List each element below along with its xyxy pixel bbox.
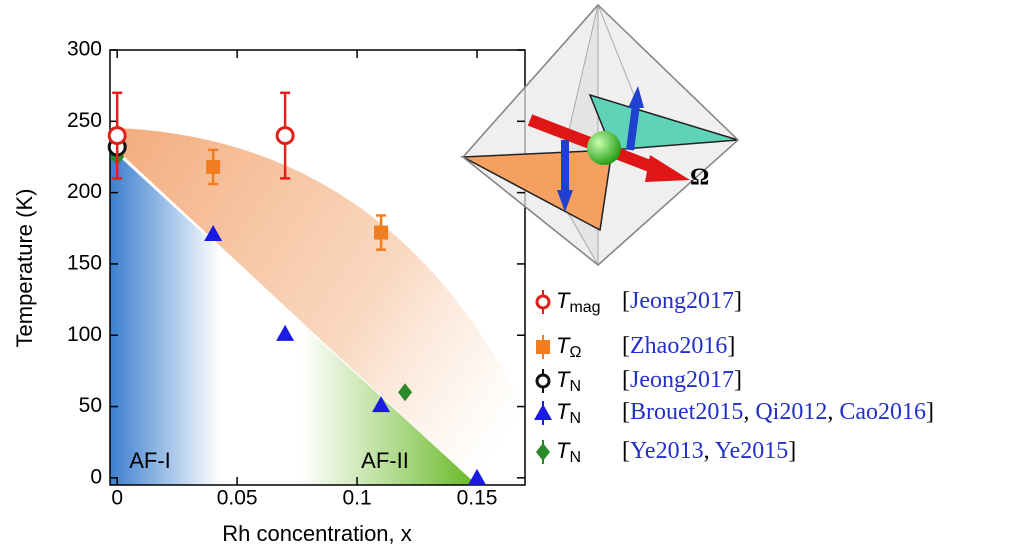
legend-label: TΩ	[556, 333, 581, 361]
legend-entry: TN [Ye2013, Ye2015]	[536, 438, 796, 466]
phase-shading	[110, 128, 525, 485]
legend-entry: TN [Brouet2015, Qi2012, Cao2016]	[534, 399, 934, 427]
legend-subscript: N	[569, 449, 581, 466]
legend-subscript: N	[569, 410, 581, 427]
y-tick-label: 0	[90, 465, 102, 488]
legend-reference: [Ye2013, Ye2015]	[622, 438, 796, 464]
y-axis-label: Temperature (K)	[12, 189, 37, 348]
octahedron-illustration	[460, 3, 740, 267]
legend-subscript: N	[569, 378, 581, 395]
legend-reference: [Zhao2016]	[622, 333, 735, 359]
point	[276, 324, 295, 341]
y-tick-label: 150	[67, 251, 102, 274]
legend-reference: [Jeong2017]	[622, 367, 742, 393]
point	[372, 396, 391, 413]
point	[275, 126, 295, 146]
point	[398, 383, 413, 402]
legend-symbol: T	[556, 399, 571, 424]
point	[204, 224, 223, 241]
point	[374, 225, 389, 240]
legend-marker	[535, 294, 551, 310]
x-tick-label: 0	[111, 487, 123, 510]
legend-symbol: T	[556, 333, 571, 358]
y-tick-label: 300	[67, 38, 102, 61]
legend-label: TN	[556, 438, 581, 466]
x-tick-label: 0.15	[457, 487, 498, 510]
x-tick-label: 0.05	[217, 487, 258, 510]
legend-label: Tmag	[556, 288, 601, 316]
legend-reference: [Jeong2017]	[622, 288, 742, 314]
y-tick-label: 200	[67, 180, 102, 203]
point	[206, 159, 221, 174]
y-tick-label: 50	[79, 394, 102, 417]
legend-reference: [Brouet2015, Qi2012, Cao2016]	[622, 399, 934, 425]
point	[468, 468, 487, 485]
legend-marker	[536, 340, 550, 354]
x-axis-label: Rh concentration, x	[222, 521, 412, 546]
region-label: AF-II	[361, 448, 409, 473]
legend-label: TN	[556, 367, 581, 395]
legend-marker	[534, 404, 552, 420]
legend-symbol: T	[556, 367, 571, 392]
legend-symbol: T	[556, 438, 571, 463]
legend-entry: Tmag [Jeong2017]	[535, 288, 742, 316]
point	[107, 126, 127, 146]
legend-label: TN	[556, 399, 581, 427]
legend-entry: TΩ [Zhao2016]	[536, 333, 735, 361]
legend-symbol: T	[556, 288, 571, 313]
y-tick-label: 250	[67, 109, 102, 132]
legend-entry: TN [Jeong2017]	[535, 367, 742, 395]
illustration-label: Ω	[690, 165, 709, 191]
legend-subscript: mag	[569, 299, 600, 316]
region-label: AF-I	[129, 448, 171, 473]
legend-subscript: Ω	[569, 344, 581, 361]
y-tick-label: 100	[67, 323, 102, 346]
plot-frame	[109, 49, 526, 486]
x-tick-label: 0.1	[342, 487, 371, 510]
legend-marker	[536, 443, 550, 461]
legend-marker	[535, 373, 551, 389]
